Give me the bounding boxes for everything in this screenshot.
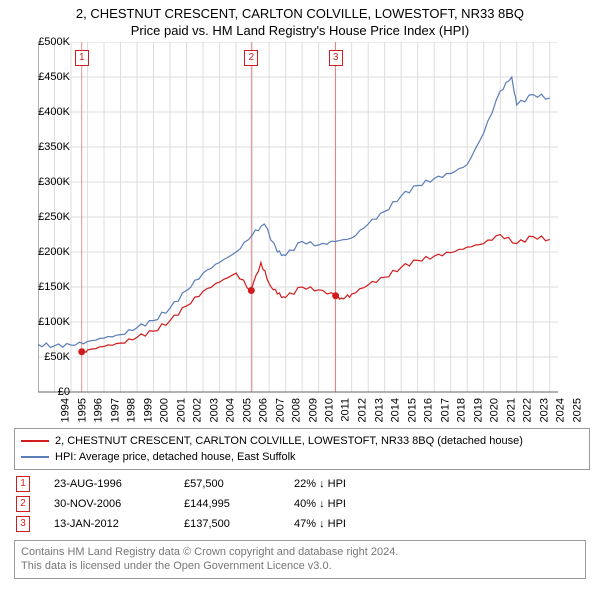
y-axis-label: £150K [30, 281, 70, 293]
sale-note-marker: 1 [16, 476, 30, 492]
sale-note-date: 13-JAN-2012 [54, 518, 184, 530]
x-axis-label: 2001 [175, 398, 187, 422]
y-axis-label: £200K [30, 246, 70, 258]
y-axis-label: £300K [30, 176, 70, 188]
legend-label: 2, CHESTNUT CRESCENT, CARLTON COLVILLE, … [55, 435, 523, 447]
x-axis-label: 2013 [373, 398, 385, 422]
sale-note-date: 23-AUG-1996 [54, 478, 184, 490]
footer-attribution: Contains HM Land Registry data © Crown c… [14, 540, 586, 579]
x-axis-label: 2003 [208, 398, 220, 422]
sale-note-diff: 47% ↓ HPI [294, 518, 346, 530]
line-chart-svg [38, 42, 558, 422]
sale-marker-2: 2 [244, 50, 258, 66]
sale-note-row: 1 23-AUG-1996£57,50022% ↓ HPI [14, 474, 586, 494]
legend-swatch [21, 440, 49, 442]
x-axis-label: 2011 [339, 398, 351, 422]
sale-note-date: 30-NOV-2006 [54, 498, 184, 510]
y-axis-label: £0 [30, 386, 70, 398]
legend-item: 2, CHESTNUT CRESCENT, CARLTON COLVILLE, … [21, 433, 583, 449]
y-axis-label: £450K [30, 71, 70, 83]
x-axis-label: 2018 [456, 398, 468, 422]
x-axis-label: 2019 [472, 398, 484, 422]
chart-container: 2, CHESTNUT CRESCENT, CARLTON COLVILLE, … [0, 0, 600, 590]
x-axis-label: 1998 [126, 398, 138, 422]
x-axis-label: 1997 [109, 398, 121, 422]
x-axis-label: 2017 [439, 398, 451, 422]
y-axis-label: £500K [30, 36, 70, 48]
x-axis-label: 1999 [142, 398, 154, 422]
x-axis-label: 2006 [258, 398, 270, 422]
x-axis-label: 2021 [505, 398, 517, 422]
sale-note-marker: 2 [16, 496, 30, 512]
y-axis-label: £100K [30, 316, 70, 328]
y-axis-label: £400K [30, 106, 70, 118]
x-axis-label: 2000 [159, 398, 171, 422]
y-axis-label: £50K [30, 351, 70, 363]
x-axis-label: 1996 [93, 398, 105, 422]
x-axis-label: 2005 [241, 398, 253, 422]
x-axis-label: 2012 [357, 398, 369, 422]
chart-area: £0£50K£100K£150K£200K£250K£300K£350K£400… [38, 42, 598, 422]
x-axis-label: 1994 [59, 398, 71, 422]
sale-note-marker: 3 [16, 516, 30, 532]
sale-notes: 1 23-AUG-1996£57,50022% ↓ HPI 2 30-NOV-2006… [14, 474, 586, 534]
x-axis-label: 2022 [522, 398, 534, 422]
sale-note-price: £57,500 [184, 478, 294, 490]
chart-title: 2, CHESTNUT CRESCENT, CARLTON COLVILLE, … [0, 0, 600, 21]
sale-note-row: 3 13-JAN-2012£137,50047% ↓ HPI [14, 514, 586, 534]
x-axis-label: 2016 [423, 398, 435, 422]
sale-marker-3: 3 [329, 50, 343, 66]
x-axis-label: 2008 [291, 398, 303, 422]
x-axis-label: 2010 [324, 398, 336, 422]
x-axis-label: 2009 [307, 398, 319, 422]
legend-swatch [21, 456, 49, 458]
x-axis-label: 2004 [225, 398, 237, 422]
sale-note-price: £144,995 [184, 498, 294, 510]
x-axis-label: 2002 [192, 398, 204, 422]
y-axis-label: £250K [30, 211, 70, 223]
chart-subtitle: Price paid vs. HM Land Registry's House … [0, 21, 600, 42]
footer-line-2: This data is licensed under the Open Gov… [21, 559, 579, 573]
legend-label: HPI: Average price, detached house, East… [55, 451, 296, 463]
x-axis-label: 2024 [555, 398, 567, 422]
footer-line-1: Contains HM Land Registry data © Crown c… [21, 545, 579, 559]
x-axis-label: 2014 [390, 398, 402, 422]
y-axis-label: £350K [30, 141, 70, 153]
sale-note-diff: 22% ↓ HPI [294, 478, 346, 490]
x-axis-label: 2020 [489, 398, 501, 422]
sale-note-price: £137,500 [184, 518, 294, 530]
x-axis-label: 2007 [274, 398, 286, 422]
x-axis-label: 1995 [76, 398, 88, 422]
sale-note-diff: 40% ↓ HPI [294, 498, 346, 510]
sale-marker-1: 1 [75, 50, 89, 66]
sale-note-row: 2 30-NOV-2006£144,99540% ↓ HPI [14, 494, 586, 514]
legend: 2, CHESTNUT CRESCENT, CARLTON COLVILLE, … [14, 428, 590, 470]
legend-item: HPI: Average price, detached house, East… [21, 449, 583, 465]
x-axis-label: 2015 [406, 398, 418, 422]
x-axis-label: 2023 [538, 398, 550, 422]
x-axis-label: 2025 [571, 398, 583, 422]
